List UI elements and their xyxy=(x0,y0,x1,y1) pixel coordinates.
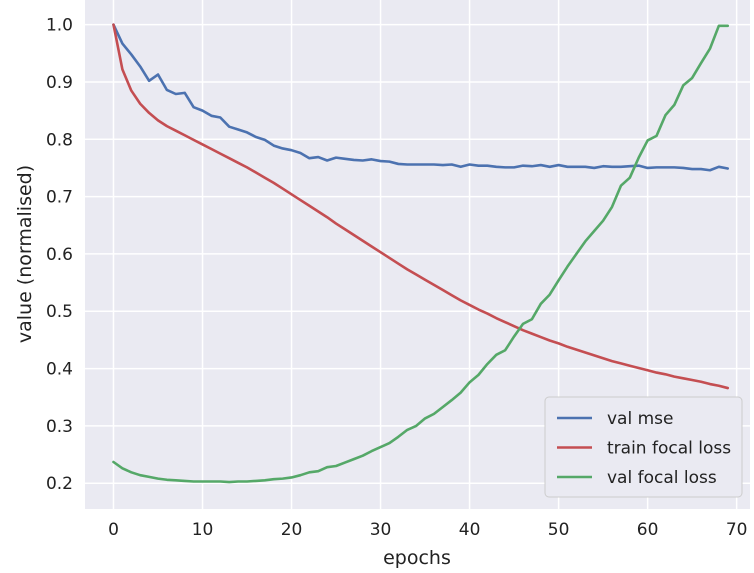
x-tick-label: 50 xyxy=(548,520,570,540)
x-tick-label: 0 xyxy=(108,520,119,540)
x-tick-label: 20 xyxy=(281,520,303,540)
y-tick-label: 1.0 xyxy=(46,16,73,36)
series-line-val-focal-loss xyxy=(112,24,730,484)
legend-box xyxy=(544,396,743,498)
y-tick-label: 0.4 xyxy=(46,360,73,380)
legend: val mse train focal loss val focal loss xyxy=(544,396,743,498)
y-tick-label: 0.6 xyxy=(46,245,73,265)
y-axis-label: value (normalised) xyxy=(14,165,36,343)
x-tick-label: 10 xyxy=(192,520,214,540)
series-layer xyxy=(112,23,730,484)
series-line-train-focal-loss xyxy=(112,23,730,390)
x-tick-label: 60 xyxy=(637,520,659,540)
legend-label-val-mse: val mse xyxy=(607,409,673,429)
x-tick-label: 70 xyxy=(726,520,748,540)
y-tick-label: 0.5 xyxy=(46,302,73,322)
y-tick-label: 0.9 xyxy=(46,73,73,93)
y-axis-ticks: 0.2 0.3 0.4 0.5 0.6 0.7 0.8 0.9 1.0 xyxy=(46,16,73,495)
y-tick-label: 0.8 xyxy=(46,130,73,150)
y-tick-label: 0.2 xyxy=(46,474,73,494)
x-tick-label: 30 xyxy=(370,520,392,540)
x-axis-label: epochs xyxy=(383,547,451,569)
x-axis-ticks: 0 10 20 30 40 50 60 70 xyxy=(108,520,747,540)
x-tick-label: 40 xyxy=(459,520,481,540)
legend-label-val-focal-loss: val focal loss xyxy=(607,468,717,488)
y-tick-label: 0.3 xyxy=(46,417,73,437)
series-line-val-mse xyxy=(112,23,730,172)
legend-label-train-focal-loss: train focal loss xyxy=(607,439,731,459)
y-tick-label: 0.7 xyxy=(46,188,73,208)
